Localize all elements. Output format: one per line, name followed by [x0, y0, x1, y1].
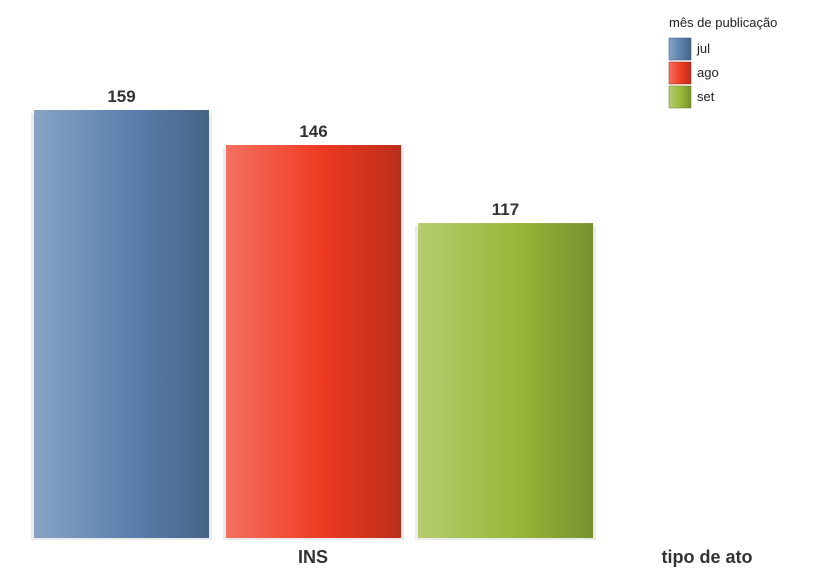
legend-swatch-jul [668, 37, 692, 61]
legend-swatch-set [668, 85, 692, 109]
bar-ago [226, 144, 401, 538]
value-labels-group: 159 146 117 [107, 87, 519, 219]
bars-group [31, 110, 596, 540]
bar-jul [34, 110, 209, 538]
value-label-set: 117 [492, 200, 519, 219]
value-label-jul: 159 [107, 87, 135, 106]
x-axis-title: tipo de ato [662, 547, 753, 567]
legend: mês de publicação jul ago set [668, 15, 777, 109]
legend-label-set: set [697, 89, 715, 104]
legend-swatch-ago [668, 61, 692, 85]
bar-set [418, 223, 593, 538]
legend-label-ago: ago [697, 65, 719, 80]
value-label-ago: 146 [299, 122, 327, 141]
legend-title: mês de publicação [669, 15, 777, 30]
category-label: INS [298, 547, 328, 567]
legend-label-jul: jul [696, 41, 710, 56]
